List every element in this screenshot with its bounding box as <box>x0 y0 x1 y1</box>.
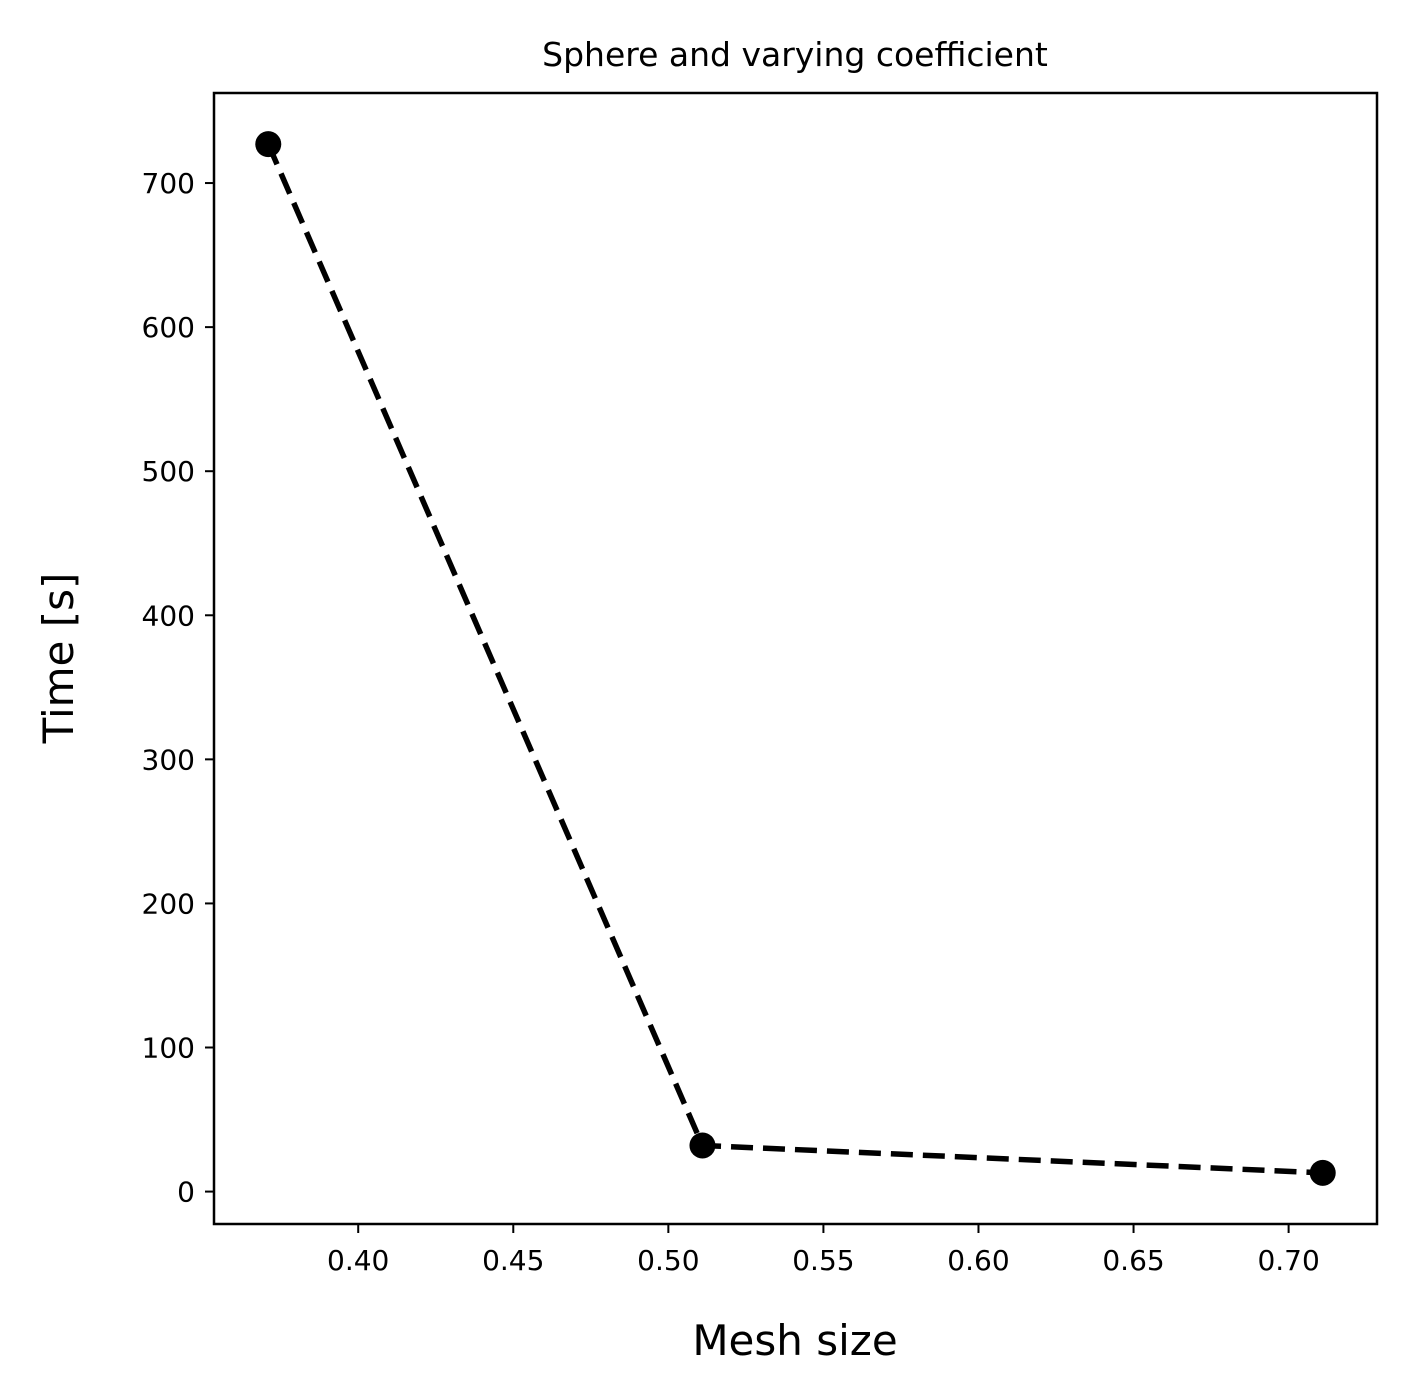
chart-title: Sphere and varying coefficient <box>542 35 1048 74</box>
plot-area <box>255 131 1336 1186</box>
x-tick-label: 0.55 <box>792 1244 854 1277</box>
x-tick-label: 0.65 <box>1102 1244 1164 1277</box>
x-tick-label: 0.40 <box>327 1244 389 1277</box>
y-tick-label: 600 <box>142 311 195 344</box>
y-axis-label: Time [s] <box>34 573 83 745</box>
y-tick-label: 500 <box>142 455 195 488</box>
y-axis-ticks: 0 100 200 300 400 500 600 700 <box>142 167 214 1209</box>
y-tick-label: 300 <box>142 743 195 776</box>
data-point <box>1309 1159 1336 1186</box>
data-point <box>255 131 282 158</box>
x-tick-label: 0.60 <box>947 1244 1009 1277</box>
y-tick-label: 400 <box>142 599 195 632</box>
x-axis-label: Mesh size <box>692 1316 897 1365</box>
x-tick-label: 0.70 <box>1257 1244 1319 1277</box>
x-axis-ticks: 0.40 0.45 0.50 0.55 0.60 0.65 0.70 <box>327 1224 1320 1277</box>
y-tick-label: 700 <box>142 167 195 200</box>
y-tick-label: 0 <box>177 1176 195 1209</box>
data-point <box>689 1132 716 1159</box>
x-tick-label: 0.45 <box>482 1244 544 1277</box>
x-tick-label: 0.50 <box>637 1244 699 1277</box>
y-tick-label: 100 <box>142 1032 195 1065</box>
y-tick-label: 200 <box>142 887 195 920</box>
axes-frame <box>212 91 1379 1226</box>
